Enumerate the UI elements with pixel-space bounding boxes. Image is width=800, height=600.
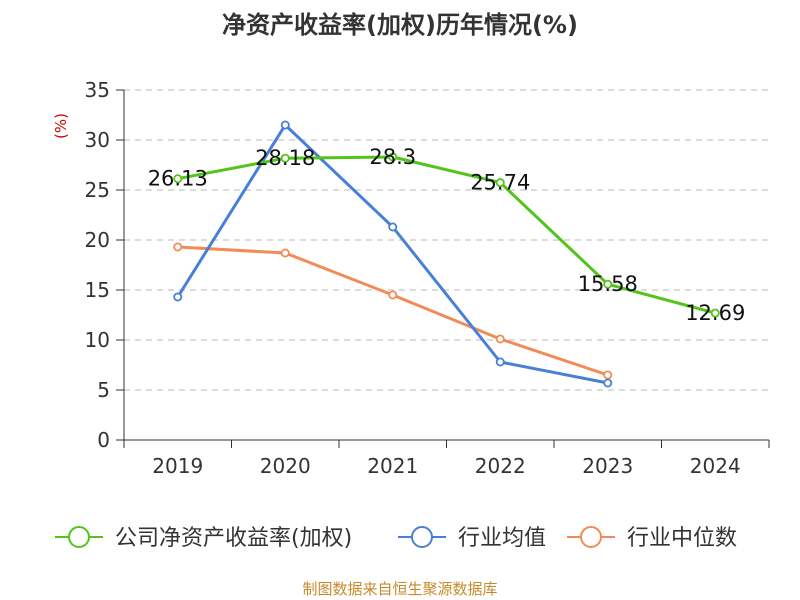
legend-marker [580, 526, 602, 548]
data-point[interactable] [388, 222, 398, 232]
y-tick-label: 10 [85, 328, 110, 352]
source-note: 制图数据来自恒生聚源数据库 [302, 580, 497, 598]
legend-marker [411, 526, 433, 548]
data-point[interactable] [495, 334, 505, 344]
data-label: 28.3 [369, 145, 416, 169]
x-tick-label: 2024 [690, 454, 741, 478]
series-2 [173, 242, 613, 380]
y-tick-label: 15 [85, 278, 110, 302]
y-tick-label: 20 [85, 228, 110, 252]
chart-title: 净资产收益率(加权)历年情况(%) [222, 11, 578, 39]
legend[interactable]: 公司净资产收益率(加权) 行业均值 行业中位数 [55, 526, 737, 551]
data-point[interactable] [603, 370, 613, 380]
x-tick-label: 2019 [152, 454, 203, 478]
data-point[interactable] [173, 174, 183, 184]
legend-label: 公司净资产收益率(加权) [115, 526, 352, 551]
data-point[interactable] [495, 178, 505, 188]
y-tick-label: 5 [97, 378, 110, 402]
series-lines [173, 120, 720, 388]
legend-item[interactable]: 行业中位数 [567, 526, 737, 551]
data-point[interactable] [495, 357, 505, 367]
data-point[interactable] [603, 279, 613, 289]
series-0 [173, 152, 720, 318]
data-point[interactable] [388, 152, 398, 162]
data-point[interactable] [603, 378, 613, 388]
x-tick-label: 2023 [582, 454, 633, 478]
data-point[interactable] [280, 120, 290, 130]
y-tick-label: 35 [85, 78, 110, 102]
data-point[interactable] [173, 292, 183, 302]
data-label: 25.74 [470, 171, 530, 195]
x-tick-label: 2022 [475, 454, 526, 478]
series-1 [173, 120, 613, 388]
data-label: 15.58 [578, 272, 638, 296]
legend-label: 行业中位数 [627, 526, 737, 551]
x-tick-label: 2020 [260, 454, 311, 478]
series-line [177, 155, 716, 315]
data-label: 26.13 [148, 167, 208, 191]
data-point[interactable] [173, 242, 183, 252]
data-label: 12.69 [685, 301, 745, 325]
y-tick-label: 30 [85, 128, 110, 152]
y-tick-label: 0 [97, 428, 110, 452]
x-tick-label: 2021 [367, 454, 418, 478]
series-line [177, 245, 609, 377]
data-point[interactable] [280, 248, 290, 258]
data-labels: 26.13 28.18 28.3 25.74 15.58 12.69 [148, 145, 746, 325]
legend-item[interactable]: 行业均值 [398, 526, 546, 551]
data-point[interactable] [710, 308, 720, 318]
data-point[interactable] [388, 290, 398, 300]
axes: 0 5 10 15 20 25 30 35 2019 2020 2021 2022 2023 2024 [85, 78, 770, 478]
y-axis-label: (%) [52, 113, 70, 139]
data-label: 28.18 [255, 146, 315, 170]
legend-marker [68, 526, 90, 548]
legend-item[interactable]: 公司净资产收益率(加权) [55, 526, 352, 551]
grid [124, 89, 769, 391]
legend-label: 行业均值 [458, 526, 546, 551]
data-point[interactable] [280, 153, 290, 163]
y-tick-label: 25 [85, 178, 110, 202]
